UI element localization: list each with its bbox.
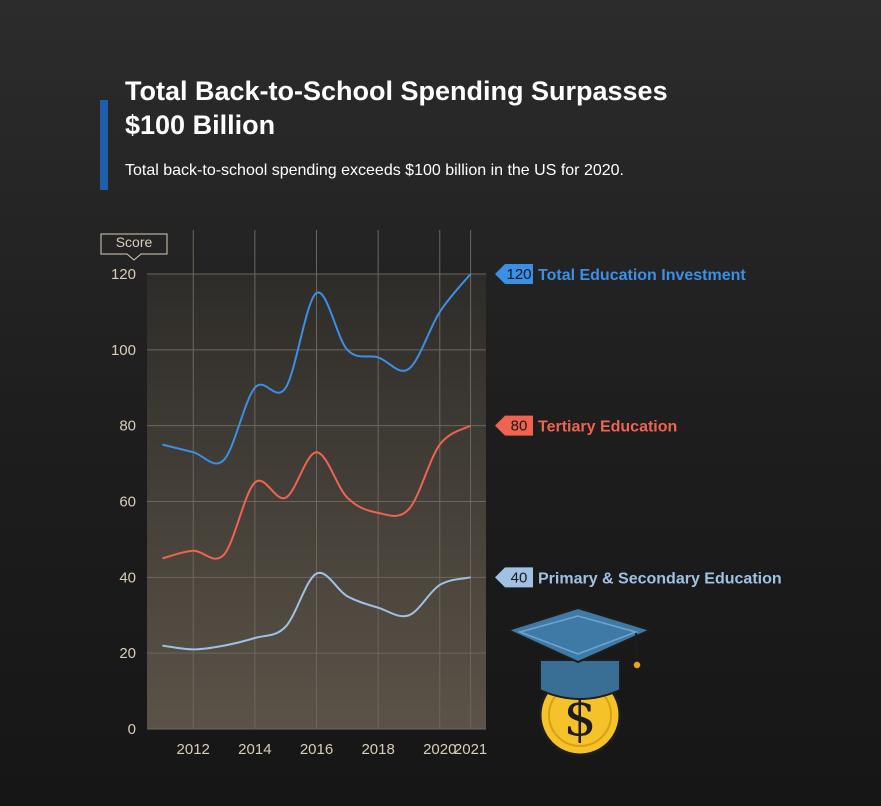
series-name-label: Total Education Investment (538, 267, 746, 284)
y-tick-label: 40 (119, 569, 136, 586)
y-tick-label: 0 (128, 721, 136, 738)
series-name-label: Primary & Secondary Education (538, 570, 782, 587)
series-line (162, 571, 471, 651)
y-axis: 0 20 40 60 80 100 120 (111, 266, 136, 738)
page-title: Total Back-to-School Spending Surpasses … (125, 76, 668, 140)
gridlines (147, 230, 486, 730)
svg-text:120: 120 (506, 266, 531, 283)
series-end-tag: 40 (495, 567, 533, 588)
x-tick-label: 2016 (300, 741, 333, 758)
y-tick-label: 80 (119, 418, 136, 435)
y-tick-label: 20 (119, 645, 136, 662)
y-tick-label: 100 (111, 342, 136, 359)
y-tick-label: 120 (111, 266, 136, 283)
x-tick-label: 2018 (361, 741, 394, 758)
series-lines (162, 273, 472, 651)
series-line (162, 273, 472, 465)
page-subtitle: Total back-to-school spending exceeds $1… (125, 162, 624, 179)
x-tick-label: 2014 (238, 741, 271, 758)
y-axis-label: Score (100, 233, 168, 261)
svg-text:40: 40 (511, 569, 528, 586)
series-line (162, 424, 472, 560)
title-accent-bar (100, 100, 108, 190)
y-tick-label: 60 (119, 494, 136, 511)
svg-text:Score: Score (116, 234, 153, 250)
x-tick-label: 2020 (423, 741, 456, 758)
series-labels: 120 Total Education Investment 80 Tertiary … (495, 264, 782, 588)
x-tick-label: 2012 (177, 741, 210, 758)
series-name-label: Tertiary Education (538, 419, 677, 436)
graduation-cap-dollar-coin-icon: $ (505, 606, 653, 757)
svg-text:80: 80 (511, 418, 528, 435)
series-end-tag: 120 (495, 264, 533, 284)
series-end-tag: 80 (495, 415, 533, 436)
x-tick-label: 2021 (454, 741, 487, 758)
